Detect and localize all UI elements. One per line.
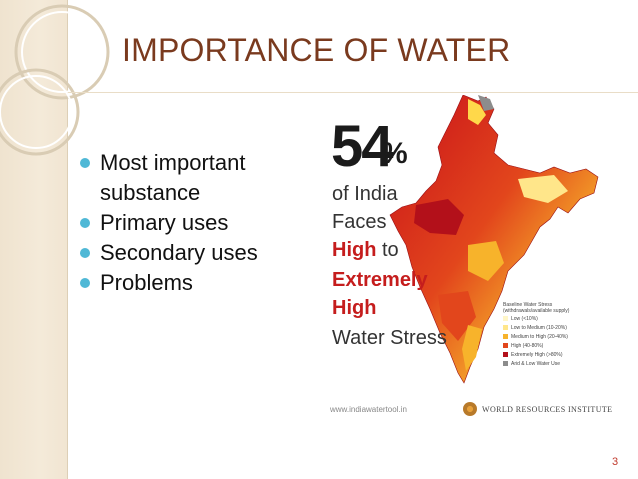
legend-row: High (40-80%) (503, 341, 583, 350)
page-number: 3 (612, 456, 619, 468)
stat-line-of-india: of India (332, 183, 398, 205)
legend-row: Arid & Low Water Use (503, 359, 583, 368)
stat-line-high-to: High to (332, 239, 399, 261)
bullet-item: Problems (78, 268, 318, 298)
bullet-item: Secondary uses (78, 238, 318, 268)
bullet-list: Most important substance Primary uses Se… (78, 148, 318, 298)
source-url: www.indiawatertool.in (330, 405, 407, 414)
india-water-stress-map (389, 95, 599, 384)
map-legend: Baseline Water Stress (withdrawals/avail… (503, 302, 583, 368)
wri-org-name: WORLD RESOURCES INSTITUTE (482, 405, 613, 414)
title-divider (68, 92, 638, 93)
wri-logo-icon (463, 402, 477, 416)
stat-line-water-stress: Water Stress (332, 327, 447, 349)
bullet-dot-icon (80, 158, 90, 168)
bullet-dot-icon (80, 278, 90, 288)
bullet-dot-icon (80, 218, 90, 228)
bullet-dot-icon (80, 248, 90, 258)
bullet-item: Most important substance (78, 148, 318, 208)
legend-row: Medium to High (20-40%) (503, 332, 583, 341)
stat-line-extremely: Extremely (332, 269, 428, 291)
legend-subtitle: (withdrawals/available supply) (503, 308, 570, 314)
legend-row: Low to Medium (10-20%) (503, 323, 583, 332)
stat-line-high: High (332, 297, 377, 319)
slide-title: IMPORTANCE OF WATER (122, 32, 511, 68)
stat-percent-sign: % (381, 137, 408, 170)
bullet-item: Primary uses (78, 208, 318, 238)
stat-percent-value: 54 (331, 114, 393, 179)
stat-line-faces: Faces (332, 211, 387, 233)
legend-title: Baseline Water Stress (503, 302, 553, 308)
legend-row: Extremely High (>80%) (503, 350, 583, 359)
decorative-swirl (0, 4, 110, 156)
legend-row: Low (<10%) (503, 314, 583, 323)
